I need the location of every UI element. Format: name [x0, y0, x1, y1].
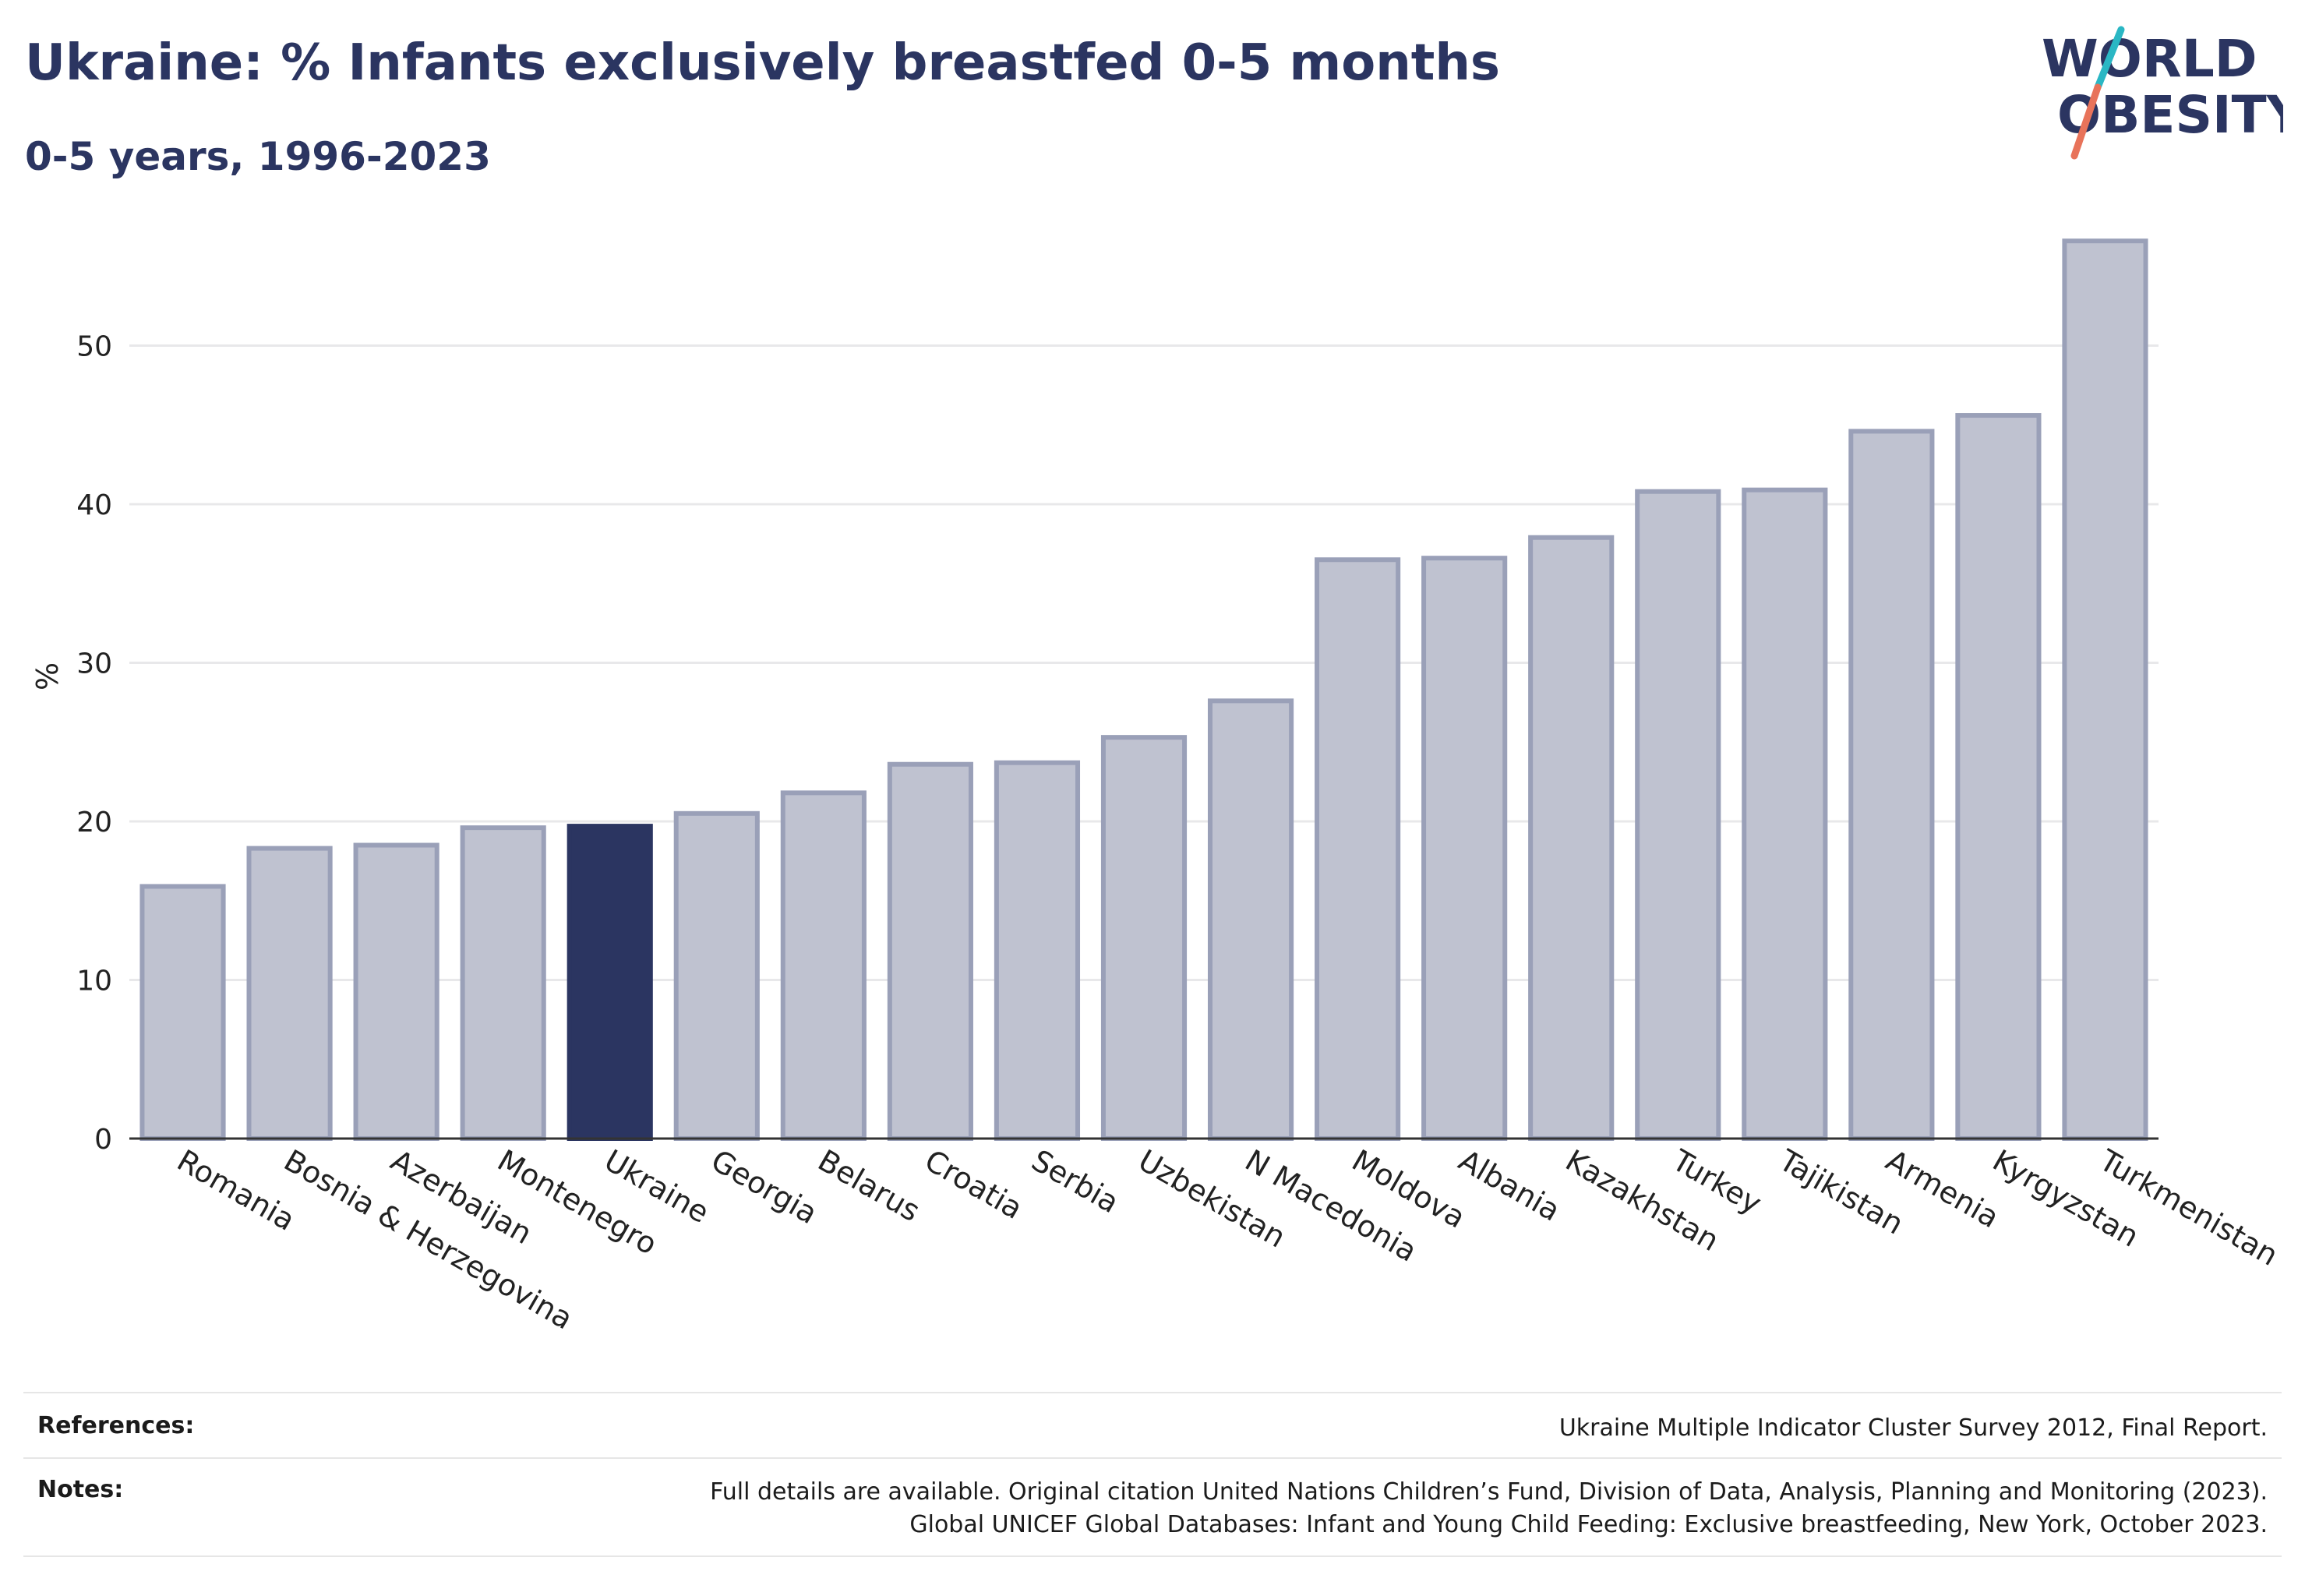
- x-tick-label: Turkmenistan: [2093, 1142, 2284, 1273]
- chart-subtitle: 0-5 years, 1996-2023: [25, 134, 491, 179]
- references-row: References: Ukraine Multiple Indicator C…: [23, 1412, 2282, 1443]
- bar-georgia: [673, 810, 760, 1141]
- notes-line-1: Full details are available. Original cit…: [710, 1478, 2268, 1506]
- footer-rule-bottom: [23, 1555, 2282, 1557]
- bar-bosnia-herzegovina: [246, 846, 333, 1141]
- chart-title: Ukraine: % Infants exclusively breastfed…: [25, 34, 1500, 92]
- x-tick-label: Serbia: [1025, 1143, 1124, 1220]
- x-tick-label: Georgia: [705, 1143, 823, 1231]
- logo-slash-bottom: [2070, 83, 2102, 160]
- references-label: References:: [37, 1412, 195, 1439]
- world-obesity-logo: WORLD OBESITY: [2042, 26, 2283, 160]
- y-tick-label: 30: [76, 648, 112, 680]
- bar-uzbekistan: [1100, 735, 1188, 1141]
- notes-line-2: Global UNICEF Global Databases: Infant a…: [909, 1511, 2268, 1538]
- y-tick-label: 10: [76, 966, 112, 998]
- bar-serbia: [994, 760, 1081, 1142]
- footer-rule-top: [23, 1392, 2282, 1393]
- x-tick-label: Albania: [1453, 1143, 1566, 1228]
- notes-text: Full details are available. Original cit…: [710, 1476, 2268, 1541]
- x-tick-label: Romania: [171, 1143, 301, 1238]
- x-tick-label: Croatia: [919, 1143, 1028, 1226]
- logo-slash-top: [2094, 26, 2125, 91]
- y-tick-label: 20: [76, 807, 112, 839]
- footer-rule-middle: [23, 1457, 2282, 1459]
- y-tick-label: 0: [94, 1124, 112, 1156]
- bar-ukraine: [567, 824, 653, 1141]
- bar-kyrgyzstan: [1955, 413, 2042, 1141]
- bar-montenegro: [460, 825, 546, 1141]
- bar-albania: [1421, 556, 1508, 1141]
- footer: References: Ukraine Multiple Indicator C…: [23, 1392, 2282, 1557]
- bar-turkey: [1635, 489, 1721, 1141]
- notes-row: Notes: Full details are available. Origi…: [23, 1476, 2282, 1546]
- bar-romania: [139, 884, 226, 1142]
- bar-kazakhstan: [1528, 535, 1615, 1141]
- references-text: Ukraine Multiple Indicator Cluster Surve…: [1558, 1414, 2268, 1442]
- y-tick-label: 50: [76, 331, 112, 363]
- bar-turkmenistan: [2062, 238, 2148, 1142]
- bar-moldova: [1315, 557, 1401, 1141]
- bar-armenia: [1848, 429, 1935, 1141]
- bar-tajikistan: [1742, 487, 1828, 1141]
- bar-azerbaijan: [353, 842, 439, 1142]
- bar-croatia: [887, 761, 973, 1141]
- y-axis-label: %: [30, 662, 65, 690]
- x-tick-label: Belarus: [812, 1143, 926, 1229]
- bar-belarus: [780, 790, 867, 1141]
- bar-n-macedonia: [1207, 698, 1294, 1141]
- notes-label: Notes:: [37, 1476, 124, 1503]
- logo-line1: WORLD: [2042, 29, 2257, 89]
- y-tick-label: 40: [76, 489, 112, 521]
